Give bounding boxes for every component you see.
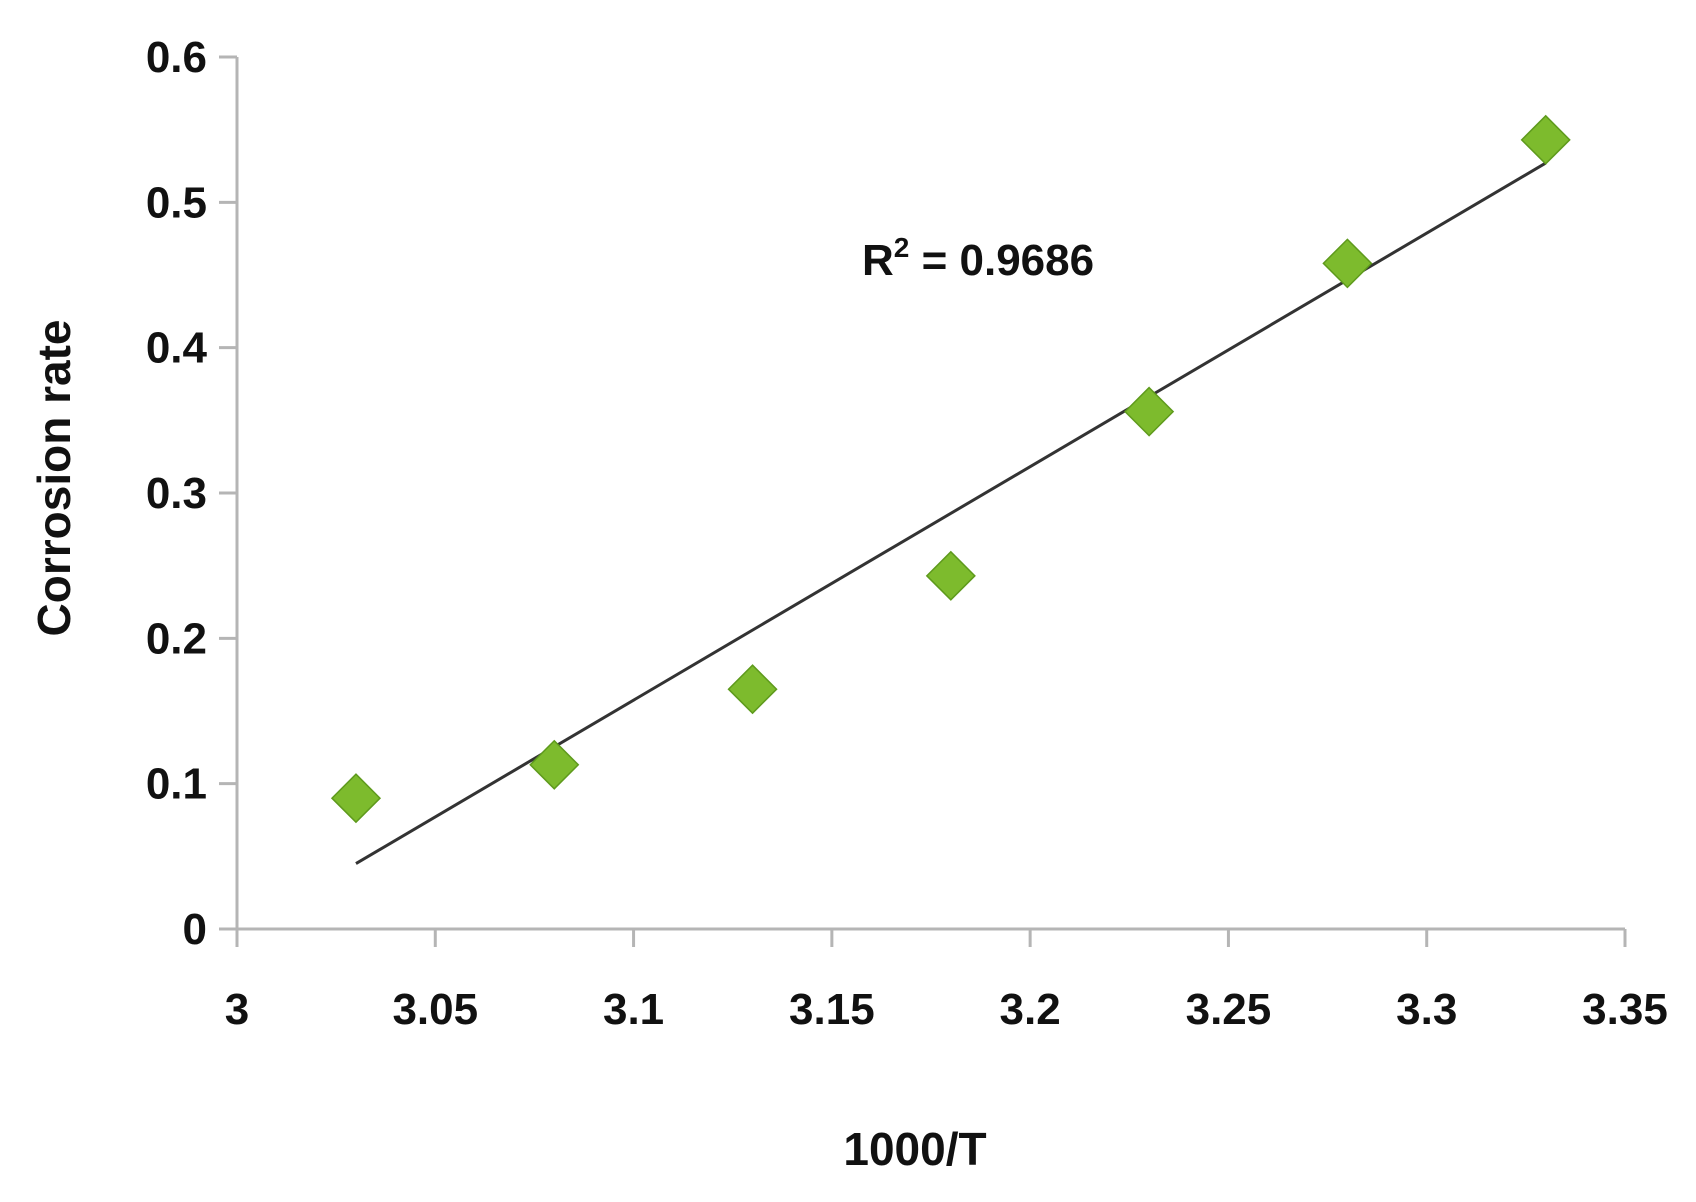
x-tick-label: 3.35 — [1582, 985, 1668, 1034]
data-point — [330, 773, 382, 824]
y-tick-label: 0.6 — [146, 33, 207, 82]
y-tick-label: 0.5 — [146, 178, 207, 227]
data-point — [925, 550, 976, 601]
data-point — [727, 664, 778, 715]
y-axis-title: Corrosion rate — [28, 320, 80, 637]
data-point — [529, 739, 580, 790]
data-points — [330, 114, 1571, 824]
x-tick-label: 3.3 — [1396, 985, 1457, 1034]
x-tick-label: 3.25 — [1186, 985, 1272, 1034]
r-squared-value: = 0.9686 — [909, 236, 1094, 285]
x-tick-label: 3.1 — [603, 985, 664, 1034]
data-point — [1520, 114, 1571, 165]
x-axis-title: 1000/T — [843, 1123, 986, 1175]
data-point — [1124, 386, 1175, 437]
x-tick-label: 3.15 — [789, 985, 875, 1034]
x-tick-label: 3.2 — [1000, 985, 1061, 1034]
x-tick-label: 3.05 — [392, 985, 478, 1034]
r-squared-base: R — [862, 236, 894, 285]
y-tick-label: 0.2 — [146, 614, 207, 663]
axes — [235, 57, 1625, 931]
r-squared-annotation: R2 = 0.9686 — [862, 232, 1094, 285]
y-tick-label: 0.3 — [146, 469, 207, 518]
r-squared-superscript: 2 — [894, 232, 910, 263]
y-tick-label: 0.1 — [146, 760, 207, 809]
y-tick-label: 0.4 — [146, 324, 208, 373]
data-point — [1322, 238, 1373, 289]
x-ticks: 3 3.05 3.1 3.15 3.2 3.25 3.3 3.35 — [225, 929, 1668, 1034]
x-tick-label: 3 — [225, 985, 249, 1034]
y-ticks: 0 0.1 0.2 0.3 0.4 0.5 0.6 — [146, 33, 237, 954]
y-tick-label: 0 — [183, 905, 207, 954]
